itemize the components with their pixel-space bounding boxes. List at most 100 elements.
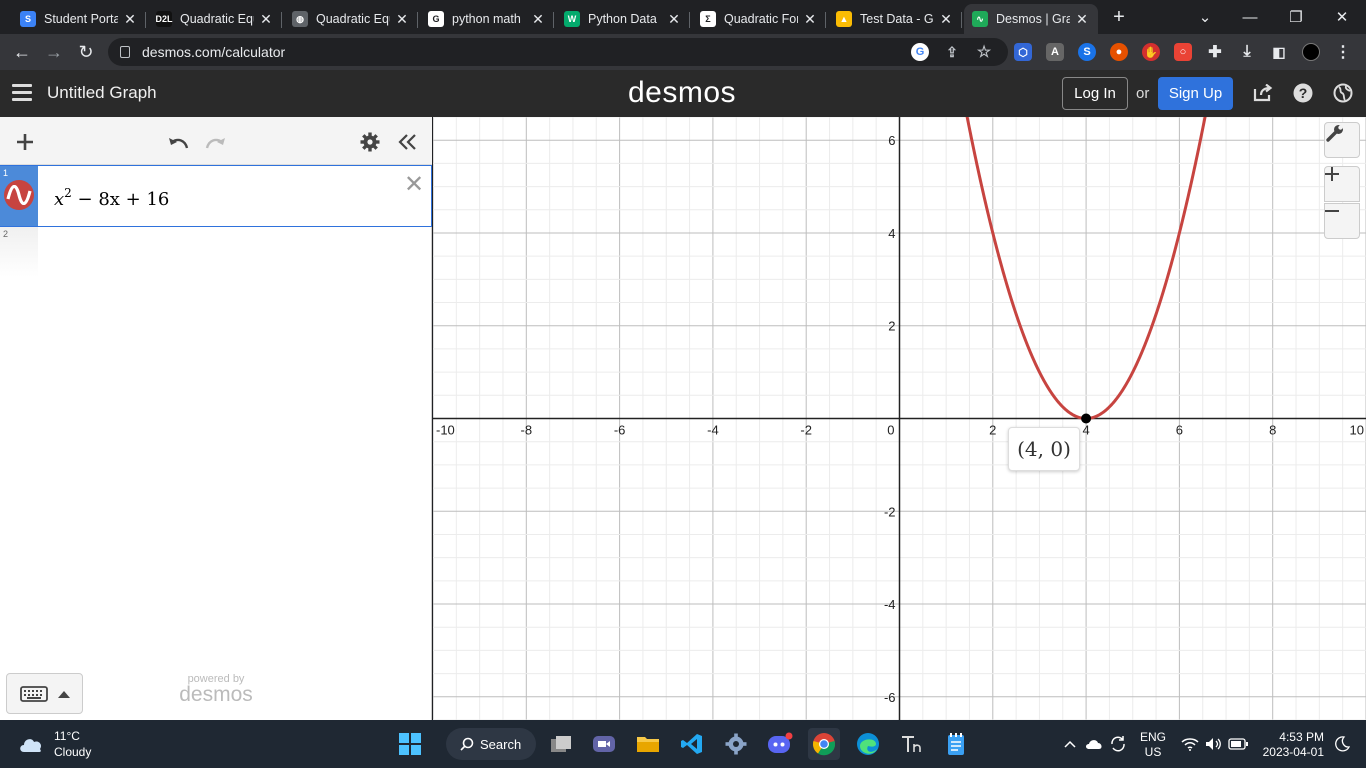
back-icon[interactable]: ← bbox=[13, 41, 31, 62]
extension-record-icon[interactable]: ○ bbox=[1174, 43, 1192, 61]
globe-icon: ◍ bbox=[292, 11, 308, 27]
extension-stop-icon[interactable]: ✋ bbox=[1142, 43, 1160, 61]
close-tab-icon[interactable]: ✕ bbox=[396, 10, 408, 27]
show-hidden-icons-icon[interactable] bbox=[1058, 728, 1082, 760]
x-tick-label: -6 bbox=[614, 423, 626, 438]
graph-canvas[interactable]: -10 -8 -6 -4 -2 0 2 4 6 8 10 6 4 2 -2 -4 -6 bbox=[433, 117, 1366, 720]
expression-index-tab[interactable]: 1 bbox=[0, 166, 38, 226]
sign-up-button[interactable]: Sign Up bbox=[1158, 77, 1233, 110]
extension-translate-icon[interactable]: ⬡ bbox=[1014, 43, 1032, 61]
profile-avatar[interactable] bbox=[1302, 43, 1320, 61]
close-tab-icon[interactable]: ✕ bbox=[124, 10, 136, 27]
delete-expression-icon[interactable]: ✕ bbox=[404, 171, 425, 198]
download-icon[interactable]: ⤓ bbox=[1243, 43, 1251, 60]
chrome-menu-icon[interactable]: ⋮ bbox=[1335, 44, 1351, 61]
close-tab-icon[interactable]: ✕ bbox=[940, 10, 952, 27]
browser-tab[interactable]: W Python Data ✕ bbox=[556, 4, 690, 34]
graph-settings-wrench-icon[interactable] bbox=[1324, 122, 1360, 158]
expression-index-tab[interactable]: 2 bbox=[0, 227, 38, 277]
windows-start-icon[interactable] bbox=[394, 728, 426, 760]
close-tab-icon[interactable]: ✕ bbox=[668, 10, 680, 27]
notepad-icon[interactable] bbox=[940, 728, 972, 760]
browser-tab[interactable]: D2L Quadratic Equ ✕ bbox=[148, 4, 282, 34]
browser-tab[interactable]: ◍ Quadratic Equ ✕ bbox=[284, 4, 418, 34]
settings-gear-icon[interactable] bbox=[357, 129, 383, 155]
extension-blue-icon[interactable]: S bbox=[1078, 43, 1096, 61]
sync-icon[interactable] bbox=[1106, 728, 1130, 760]
share-graph-icon[interactable] bbox=[1252, 82, 1274, 104]
edge-icon[interactable] bbox=[852, 728, 884, 760]
language-globe-icon[interactable] bbox=[1332, 82, 1354, 104]
minimize-icon[interactable]: — bbox=[1242, 8, 1258, 26]
expression-row[interactable]: 1 x2 − 8x + 16 ✕ bbox=[0, 165, 432, 227]
google-icon: G bbox=[428, 11, 444, 27]
redo-icon[interactable] bbox=[203, 129, 229, 155]
browser-tab[interactable]: ∿ Desmos | Grap ✕ bbox=[964, 4, 1098, 34]
notifications-moon-icon[interactable] bbox=[1330, 728, 1354, 760]
expression-row-empty[interactable]: 2 bbox=[0, 227, 432, 277]
extensions-puzzle-icon[interactable]: ✚ bbox=[1208, 44, 1222, 61]
new-tab-button[interactable]: + bbox=[1113, 5, 1125, 28]
graph-title[interactable]: Untitled Graph bbox=[47, 83, 157, 102]
close-tab-icon[interactable]: ✕ bbox=[1076, 10, 1088, 27]
point-coordinate-label[interactable]: (4, 0) bbox=[1008, 427, 1080, 471]
google-lens-icon[interactable]: G bbox=[911, 43, 929, 61]
close-window-icon[interactable]: ✕ bbox=[1335, 9, 1349, 26]
share-icon[interactable]: ⇪ bbox=[946, 43, 958, 60]
tab-title: Quadratic For bbox=[724, 12, 798, 26]
volume-icon[interactable] bbox=[1202, 728, 1226, 760]
forward-icon[interactable]: → bbox=[45, 41, 63, 62]
browser-tab[interactable]: S Student Porta ✕ bbox=[12, 4, 146, 34]
zoom-out-icon[interactable] bbox=[1324, 203, 1360, 239]
onedrive-cloud-icon[interactable] bbox=[1082, 728, 1106, 760]
collapse-panel-icon[interactable] bbox=[395, 129, 421, 155]
expression-index: 2 bbox=[3, 229, 9, 239]
input-language[interactable]: ENG US bbox=[1140, 730, 1166, 760]
zoom-in-icon[interactable] bbox=[1324, 166, 1360, 202]
help-icon[interactable]: ? bbox=[1292, 82, 1314, 104]
bookmark-star-icon[interactable]: ☆ bbox=[976, 44, 992, 61]
x-tick-label: -2 bbox=[800, 423, 812, 438]
battery-icon[interactable] bbox=[1226, 728, 1250, 760]
system-clock[interactable]: 4:53 PM 2023-04-01 bbox=[1258, 730, 1324, 760]
graph-color-wave-icon[interactable] bbox=[4, 180, 34, 210]
keyboard-toggle-button[interactable] bbox=[6, 673, 83, 714]
lang-bottom: US bbox=[1144, 745, 1162, 759]
task-view-icon[interactable] bbox=[545, 728, 577, 760]
discord-icon[interactable] bbox=[764, 728, 796, 760]
side-panel-icon[interactable]: ◧ bbox=[1272, 43, 1286, 60]
restore-icon[interactable]: ❐ bbox=[1289, 9, 1303, 26]
log-in-button[interactable]: Log In bbox=[1062, 77, 1128, 110]
chrome-taskbar-icon[interactable] bbox=[808, 728, 840, 760]
browser-tab[interactable]: ▲ Test Data - G ✕ bbox=[828, 4, 962, 34]
browser-tab[interactable]: Σ Quadratic For ✕ bbox=[692, 4, 826, 34]
close-tab-icon[interactable]: ✕ bbox=[260, 10, 272, 27]
vscode-icon[interactable] bbox=[676, 728, 708, 760]
close-tab-icon[interactable]: ✕ bbox=[804, 10, 816, 27]
typing-app-icon[interactable] bbox=[896, 728, 928, 760]
tab-search-icon[interactable]: ⌄ bbox=[1198, 9, 1212, 26]
reload-icon[interactable]: ↻ bbox=[78, 41, 94, 62]
y-tick-label: 6 bbox=[888, 133, 895, 148]
temperature: 11°C bbox=[54, 729, 80, 743]
wifi-icon[interactable] bbox=[1178, 728, 1202, 760]
browser-tab-strip: S Student Porta ✕ D2L Quadratic Equ ✕ ◍ Quadrat… bbox=[0, 0, 1366, 34]
hamburger-menu-icon[interactable] bbox=[12, 84, 32, 102]
extension-fire-icon[interactable]: ● bbox=[1110, 43, 1128, 61]
undo-icon[interactable] bbox=[165, 129, 191, 155]
expression-input[interactable]: x2 − 8x + 16 bbox=[54, 186, 169, 210]
x-tick-label: 2 bbox=[989, 423, 996, 438]
close-tab-icon[interactable]: ✕ bbox=[532, 10, 544, 27]
taskbar-search[interactable]: Search bbox=[446, 728, 536, 760]
settings-app-icon[interactable] bbox=[720, 728, 752, 760]
file-explorer-icon[interactable] bbox=[632, 728, 664, 760]
weather-widget[interactable]: 11°C Cloudy bbox=[18, 728, 91, 760]
extension-a-icon[interactable]: A bbox=[1046, 43, 1064, 61]
graph-paper[interactable]: -10 -8 -6 -4 -2 0 2 4 6 8 10 6 4 2 -2 -4 -6 (4, 0) bbox=[433, 117, 1366, 720]
keyboard-icon bbox=[19, 685, 48, 702]
add-item-icon[interactable] bbox=[12, 129, 38, 155]
address-bar[interactable]: desmos.com/calculator bbox=[108, 38, 1008, 66]
svg-text:?: ? bbox=[1299, 85, 1308, 101]
meet-video-icon[interactable] bbox=[588, 728, 620, 760]
